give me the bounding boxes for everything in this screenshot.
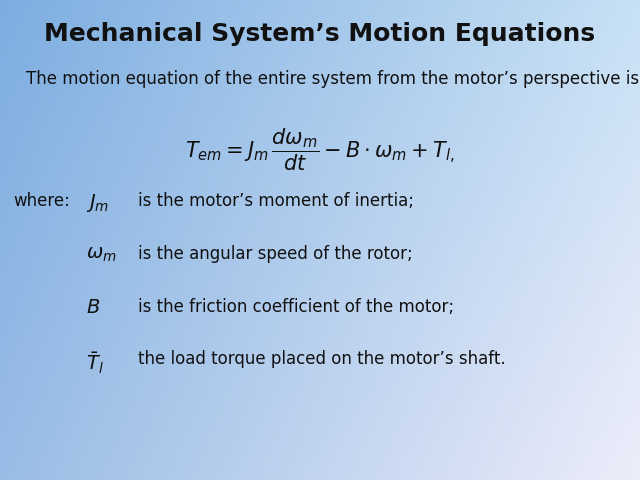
Text: $\mathit{J}_m$: $\mathit{J}_m$: [86, 192, 109, 214]
Text: $\omega_m$: $\omega_m$: [86, 245, 117, 264]
Text: $\mathit{T}_{em} = \mathit{J}_m\,\dfrac{d\omega_m}{dt} - \mathit{B}\cdot\omega_m: $\mathit{T}_{em} = \mathit{J}_m\,\dfrac{…: [185, 127, 455, 173]
Text: $\mathit{\bar{T}}_l$: $\mathit{\bar{T}}_l$: [86, 350, 104, 376]
Text: the load torque placed on the motor’s shaft.: the load torque placed on the motor’s sh…: [138, 350, 505, 369]
Text: Mechanical System’s Motion Equations: Mechanical System’s Motion Equations: [44, 22, 596, 46]
Text: where:: where:: [13, 192, 70, 210]
Text: The motion equation of the entire system from the motor’s perspective is:: The motion equation of the entire system…: [26, 70, 640, 88]
Text: $\mathit{B}$: $\mathit{B}$: [86, 298, 100, 317]
Text: is the angular speed of the rotor;: is the angular speed of the rotor;: [138, 245, 412, 263]
Text: is the motor’s moment of inertia;: is the motor’s moment of inertia;: [138, 192, 413, 210]
Text: is the friction coefficient of the motor;: is the friction coefficient of the motor…: [138, 298, 454, 316]
